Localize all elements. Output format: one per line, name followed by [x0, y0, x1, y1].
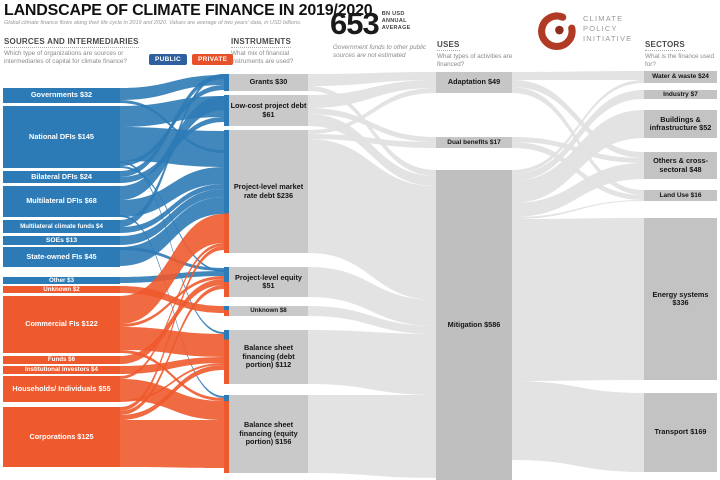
header-uses: USES [437, 40, 460, 51]
header-sectors: SECTORS [645, 40, 685, 51]
node-others-cross-sectoral: Others & cross-sectoral $48 [644, 152, 717, 179]
node-adaptation: Adaptation $49 [436, 72, 512, 93]
node-label: Multilateral DFIs $68 [26, 196, 97, 206]
legend-private-badge: PRIVATE [192, 54, 234, 65]
node-label: State-owned FIs $45 [26, 251, 97, 261]
cpi-logo: CLIMATE POLICY INITIATIVE [538, 12, 641, 50]
node-unknown-source: Unknown $2 [3, 286, 120, 293]
question-sources: Which type of organizations are sources … [4, 50, 127, 66]
node-water-waste: Water & waste $24 [644, 71, 717, 83]
node-households-individuals: Households/ Individuals $55 [3, 376, 120, 402]
footnote: Government funds to other public sources… [333, 44, 427, 60]
node-label: Multilateral climate funds $4 [20, 222, 103, 230]
node-label: Balance sheet financing (equity portion)… [239, 420, 298, 447]
node-land-use: Land Use $16 [644, 190, 717, 201]
node-energy-systems: Energy systems $336 [644, 218, 717, 380]
node-project-level-market-rate-debt: Project-level market rate debt $236 [224, 130, 308, 253]
node-label: Energy systems $336 [652, 289, 709, 307]
page-subtitle: Global climate finance flows along their… [4, 20, 302, 26]
cpi-logo-icon [538, 12, 576, 50]
node-national-dfis: National DFIs $145 [3, 106, 120, 168]
node-label: Other $3 [48, 276, 75, 284]
node-transport: Transport $169 [644, 393, 717, 472]
node-institutional-investors: Institutional investors $4 [3, 366, 120, 374]
node-label: Bilateral DFIs $24 [31, 171, 92, 181]
node-label: Institutional investors $4 [25, 366, 98, 374]
node-label: Others & cross-sectoral $48 [653, 156, 708, 174]
headline-stat: 653 BN USD ANNUAL AVERAGE [330, 8, 414, 39]
node-unknown-instrument: Unknown $8 [224, 306, 308, 316]
node-label: Adaptation $49 [447, 77, 501, 87]
node-label: Transport $169 [654, 427, 707, 437]
node-label: Unknown $8 [250, 307, 287, 315]
node-other: Other $3 [3, 277, 120, 284]
public-share-strip [224, 74, 229, 91]
node-label: Corporations $125 [29, 431, 94, 441]
headline-unit: BN USD ANNUAL AVERAGE [381, 11, 411, 31]
node-multilateral-climate-funds: Multilateral climate funds $4 [3, 220, 120, 233]
page-title: LANDSCAPE OF CLIMATE FINANCE IN 2019/202… [4, 2, 373, 19]
node-label: SOEs $13 [45, 236, 78, 244]
public-private-share-strip [224, 130, 229, 253]
cpi-logo-text: CLIMATE POLICY INITIATIVE [583, 14, 633, 44]
node-label: Land Use $16 [659, 191, 702, 199]
node-label: Mitigation $586 [447, 319, 501, 329]
public-share-strip [224, 95, 229, 126]
public-private-share-strip [224, 395, 229, 473]
node-governments: Governments $32 [3, 88, 120, 103]
question-uses: What types of activities are financed? [437, 53, 513, 69]
node-industry: Industry $7 [644, 90, 717, 99]
node-buildings-infrastructure: Buildings & infrastructure $52 [644, 110, 717, 138]
node-label: Commercial FIs $122 [25, 319, 98, 329]
node-soes: SOEs $13 [3, 236, 120, 245]
node-label: Project-level market rate debt $236 [233, 182, 304, 200]
node-state-owned-fis: State-owned FIs $45 [3, 247, 120, 267]
node-label: Balance sheet financing (debt portion) $… [242, 343, 295, 370]
header-sources: SOURCES AND INTERMEDIARIES [4, 37, 139, 48]
node-funds: Funds $6 [3, 356, 120, 364]
node-label: Funds $6 [47, 356, 76, 364]
node-low-cost-project-debt: Low-cost project debt $61 [224, 95, 308, 126]
node-label: Water & waste $24 [652, 73, 709, 81]
node-grants: Grants $30 [224, 74, 308, 91]
node-balance-sheet-debt: Balance sheet financing (debt portion) $… [224, 330, 308, 384]
node-project-level-equity: Project-level equity $51 [224, 267, 308, 297]
node-label: Buildings & infrastructure $52 [649, 114, 712, 132]
node-label: Dual benefits $17 [447, 138, 501, 146]
node-corporations: Corporations $125 [3, 407, 120, 467]
node-label: National DFIs $145 [29, 131, 94, 141]
question-sectors: What is the finance used for? [645, 53, 714, 69]
node-mitigation: Mitigation $586 [436, 170, 512, 480]
public-private-legend: PUBLIC PRIVATE [149, 54, 234, 65]
node-label: Industry $7 [663, 90, 698, 98]
header-instruments: INSTRUMENTS [231, 37, 291, 48]
node-balance-sheet-equity: Balance sheet financing (equity portion)… [224, 395, 308, 473]
node-bilateral-dfis: Bilateral DFIs $24 [3, 171, 120, 183]
public-private-share-strip [224, 267, 229, 297]
node-commercial-fis: Commercial FIs $122 [3, 296, 120, 353]
legend-public-badge: PUBLIC [149, 54, 187, 65]
node-label: Unknown $2 [43, 285, 80, 293]
node-label: Project-level equity $51 [235, 272, 302, 290]
public-private-share-strip [224, 330, 229, 384]
node-dual-benefits: Dual benefits $17 [436, 137, 512, 148]
node-label: Households/ Individuals $55 [12, 383, 111, 393]
headline-value: 653 [330, 6, 380, 41]
public-private-share-strip [224, 306, 229, 316]
node-label: Governments $32 [30, 90, 93, 100]
node-label: Grants $30 [249, 77, 288, 87]
question-instruments: What mix of financial instruments are us… [231, 50, 294, 66]
node-label: Low-cost project debt $61 [230, 101, 307, 119]
node-multilateral-dfis: Multilateral DFIs $68 [3, 186, 120, 217]
